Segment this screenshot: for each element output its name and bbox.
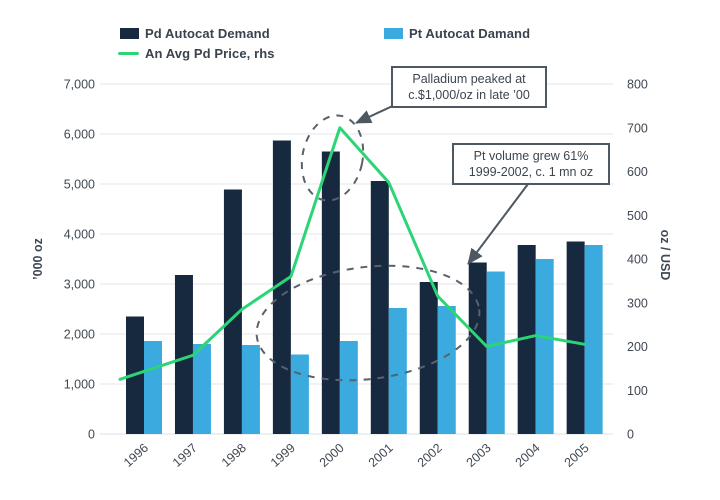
pd-bar-2004 [517, 245, 536, 434]
arrow-pt-growth [467, 183, 529, 265]
annotation-pt-growth-line1: Pt volume grew 61% [473, 149, 589, 163]
pt-bar-1998 [241, 345, 260, 434]
x-axis-labels: 1996 1997 1998 1999 2000 2001 2002 2003 2004 2005 [121, 441, 592, 470]
pt-bar-swatch-icon [384, 28, 403, 39]
pt-bar-1996 [144, 341, 162, 434]
x-label-2003: 2003 [464, 441, 494, 470]
pt-bar-2000 [339, 341, 358, 434]
x-label-2002: 2002 [415, 441, 445, 470]
x-label-1998: 1998 [219, 441, 249, 470]
annotation-palladium-peak-line2: c.$1,000/oz in late ’00 [408, 88, 530, 102]
left-tick-6,000: 6,000 [64, 128, 95, 142]
pd-bar-2003 [468, 262, 487, 434]
left-tick-3,000: 3,000 [64, 278, 95, 292]
annotation-pt-growth: Pt volume grew 61% 1999-2002, c. 1 mn oz [452, 143, 610, 185]
pt-bar-2002 [437, 306, 456, 434]
right-tick-300: 300 [627, 296, 648, 310]
legend-label-pd-price: An Avg Pd Price, rhs [145, 46, 275, 61]
right-tick-100: 100 [627, 384, 648, 398]
x-label-2005: 2005 [562, 441, 592, 470]
pd-bar-1997 [174, 275, 193, 434]
pt-bar-2005 [584, 245, 603, 434]
annotation-palladium-peak: Palladium peaked at c.$1,000/oz in late … [391, 66, 547, 108]
right-tick-700: 700 [627, 121, 648, 135]
right-tick-0: 0 [627, 428, 634, 442]
pd-bar-swatch-icon [120, 28, 139, 39]
left-tick-5,000: 5,000 [64, 178, 95, 192]
x-label-1996: 1996 [121, 441, 151, 470]
right-tick-200: 200 [627, 340, 648, 354]
right-axis-ticks: 0 100 200 300 400 500 600 700 800 [627, 78, 648, 442]
pd-bar-2000 [321, 151, 340, 434]
pd-price-line-swatch-icon [118, 52, 139, 55]
right-tick-800: 800 [627, 78, 648, 92]
pd-price-line [118, 126, 587, 381]
annotation-pt-growth-line2: 1999-2002, c. 1 mn oz [468, 165, 594, 179]
pt-demand-bars [144, 245, 603, 434]
x-label-1997: 1997 [170, 441, 200, 470]
x-label-1999: 1999 [268, 441, 298, 470]
pd-bar-1998 [223, 189, 242, 434]
legend-label-pd-demand: Pd Autocat Demand [145, 26, 270, 41]
highlight-ellipse-price-peak [300, 114, 365, 202]
right-tick-600: 600 [627, 165, 648, 179]
pt-bar-2004 [535, 259, 554, 434]
highlight-ellipse-pt-volume [255, 264, 481, 382]
pt-bar-2001 [388, 308, 407, 434]
left-tick-2,000: 2,000 [64, 328, 95, 342]
right-tick-500: 500 [627, 209, 648, 223]
left-tick-1,000: 1,000 [64, 378, 95, 392]
pt-bar-1999 [290, 354, 309, 434]
pd-demand-bars [126, 140, 585, 434]
legend-item-pd-price: An Avg Pd Price, rhs [118, 46, 275, 61]
legend-item-pd-demand: Pd Autocat Demand [120, 26, 270, 41]
pd-bar-2002 [419, 282, 438, 434]
left-tick-7,000: 7,000 [64, 78, 95, 92]
left-tick-0: 0 [88, 428, 95, 442]
pt-bar-1997 [192, 344, 211, 434]
right-axis-title: oz / USD [658, 230, 672, 281]
left-axis-ticks: 0 1,000 2,000 3,000 4,000 5,000 6,000 7,000 [64, 78, 95, 442]
x-label-2000: 2000 [317, 441, 347, 470]
legend-item-pt-demand: Pt Autocat Damand [384, 26, 530, 41]
pd-bar-2005 [566, 241, 585, 434]
right-tick-400: 400 [627, 253, 648, 267]
left-tick-4,000: 4,000 [64, 228, 95, 242]
left-axis-title: ’000 oz [31, 238, 45, 280]
pd-bar-2001 [370, 181, 389, 434]
annotation-palladium-peak-line1: Palladium peaked at [412, 72, 526, 86]
pd-bar-1999 [272, 140, 291, 434]
legend-label-pt-demand: Pt Autocat Damand [409, 26, 531, 41]
pt-bar-2003 [486, 271, 505, 434]
x-label-2001: 2001 [366, 441, 396, 470]
x-label-2004: 2004 [513, 441, 543, 470]
